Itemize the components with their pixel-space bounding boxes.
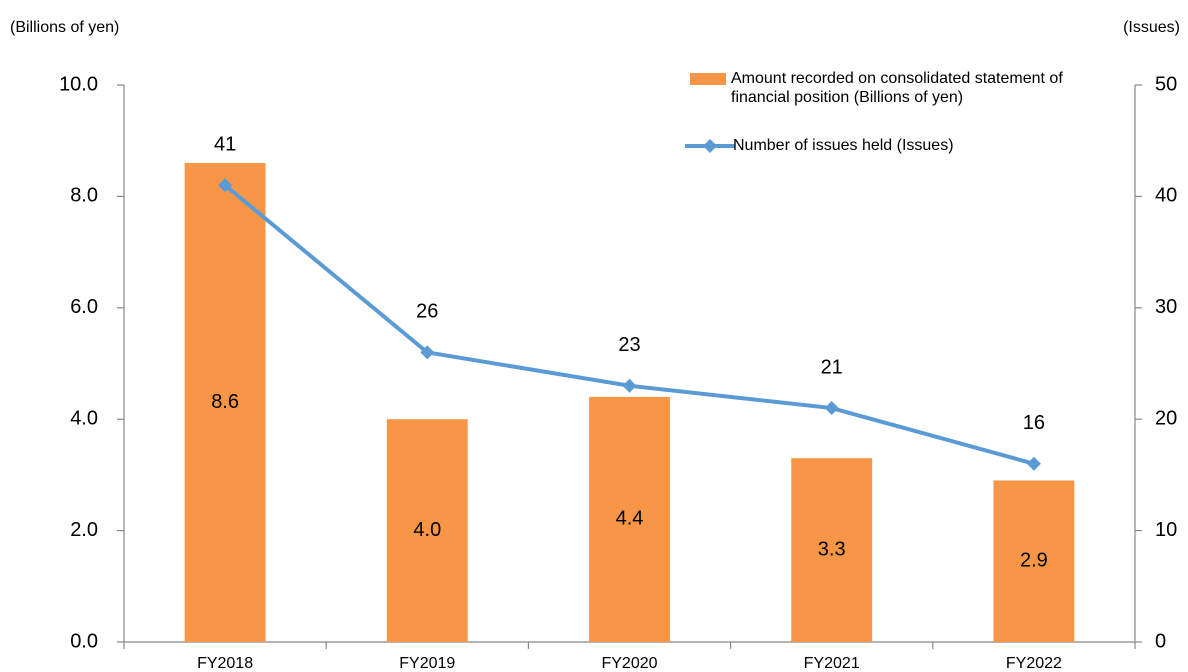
bar — [791, 458, 873, 642]
y-tick-label: 0.0 — [70, 630, 98, 652]
legend-marker — [703, 139, 717, 153]
y2-tick-label: 0 — [1155, 630, 1166, 652]
bar — [386, 419, 468, 642]
y2-tick-label: 20 — [1155, 407, 1177, 429]
y-tick-label: 2.0 — [70, 519, 98, 541]
bar — [589, 396, 670, 642]
line-value-label: 16 — [1023, 412, 1045, 434]
y-tick-label: 6.0 — [70, 296, 98, 318]
y-tick-label: 4.0 — [70, 407, 98, 429]
line-marker — [218, 178, 233, 193]
bar-value-label: 3.3 — [818, 538, 846, 560]
legend-label: Amount recorded on consolidated statemen… — [731, 70, 1063, 106]
y2-tick-label: 30 — [1155, 296, 1177, 318]
x-tick-label: FY2019 — [399, 655, 455, 672]
line-value-label: 21 — [821, 356, 843, 378]
bar — [993, 480, 1075, 642]
line-value-label: 23 — [618, 334, 640, 356]
bar — [184, 162, 266, 643]
y2-tick-label: 10 — [1155, 519, 1177, 541]
bar-value-label: 4.0 — [413, 519, 441, 541]
x-tick-label: FY2020 — [601, 655, 657, 672]
x-tick-label: FY2022 — [1006, 655, 1062, 672]
x-tick-label: FY2018 — [197, 655, 253, 672]
y2-tick-label: 50 — [1155, 73, 1177, 95]
x-tick-label: FY2021 — [804, 655, 860, 672]
y-tick-label: 8.0 — [70, 185, 98, 207]
line-value-label: 26 — [416, 301, 438, 323]
y-tick-label: 10.0 — [59, 73, 98, 95]
bar-value-label: 8.6 — [211, 391, 239, 413]
y-axis-label: (Billions of yen) — [10, 19, 119, 36]
line-value-label: 41 — [214, 134, 236, 156]
line-marker — [420, 345, 435, 360]
line-marker — [824, 401, 839, 416]
legend-label: Number of issues held (Issues) — [733, 137, 954, 154]
legend-swatch — [690, 73, 726, 85]
line-marker — [1026, 456, 1041, 471]
bar-value-label: 4.4 — [616, 508, 644, 530]
y2-axis-label: (Issues) — [1123, 19, 1180, 36]
line-marker — [622, 378, 637, 393]
legend-entry: Amount recorded on consolidated statemen… — [731, 70, 1063, 106]
y2-tick-label: 40 — [1155, 185, 1177, 207]
bar-value-label: 2.9 — [1020, 550, 1048, 572]
